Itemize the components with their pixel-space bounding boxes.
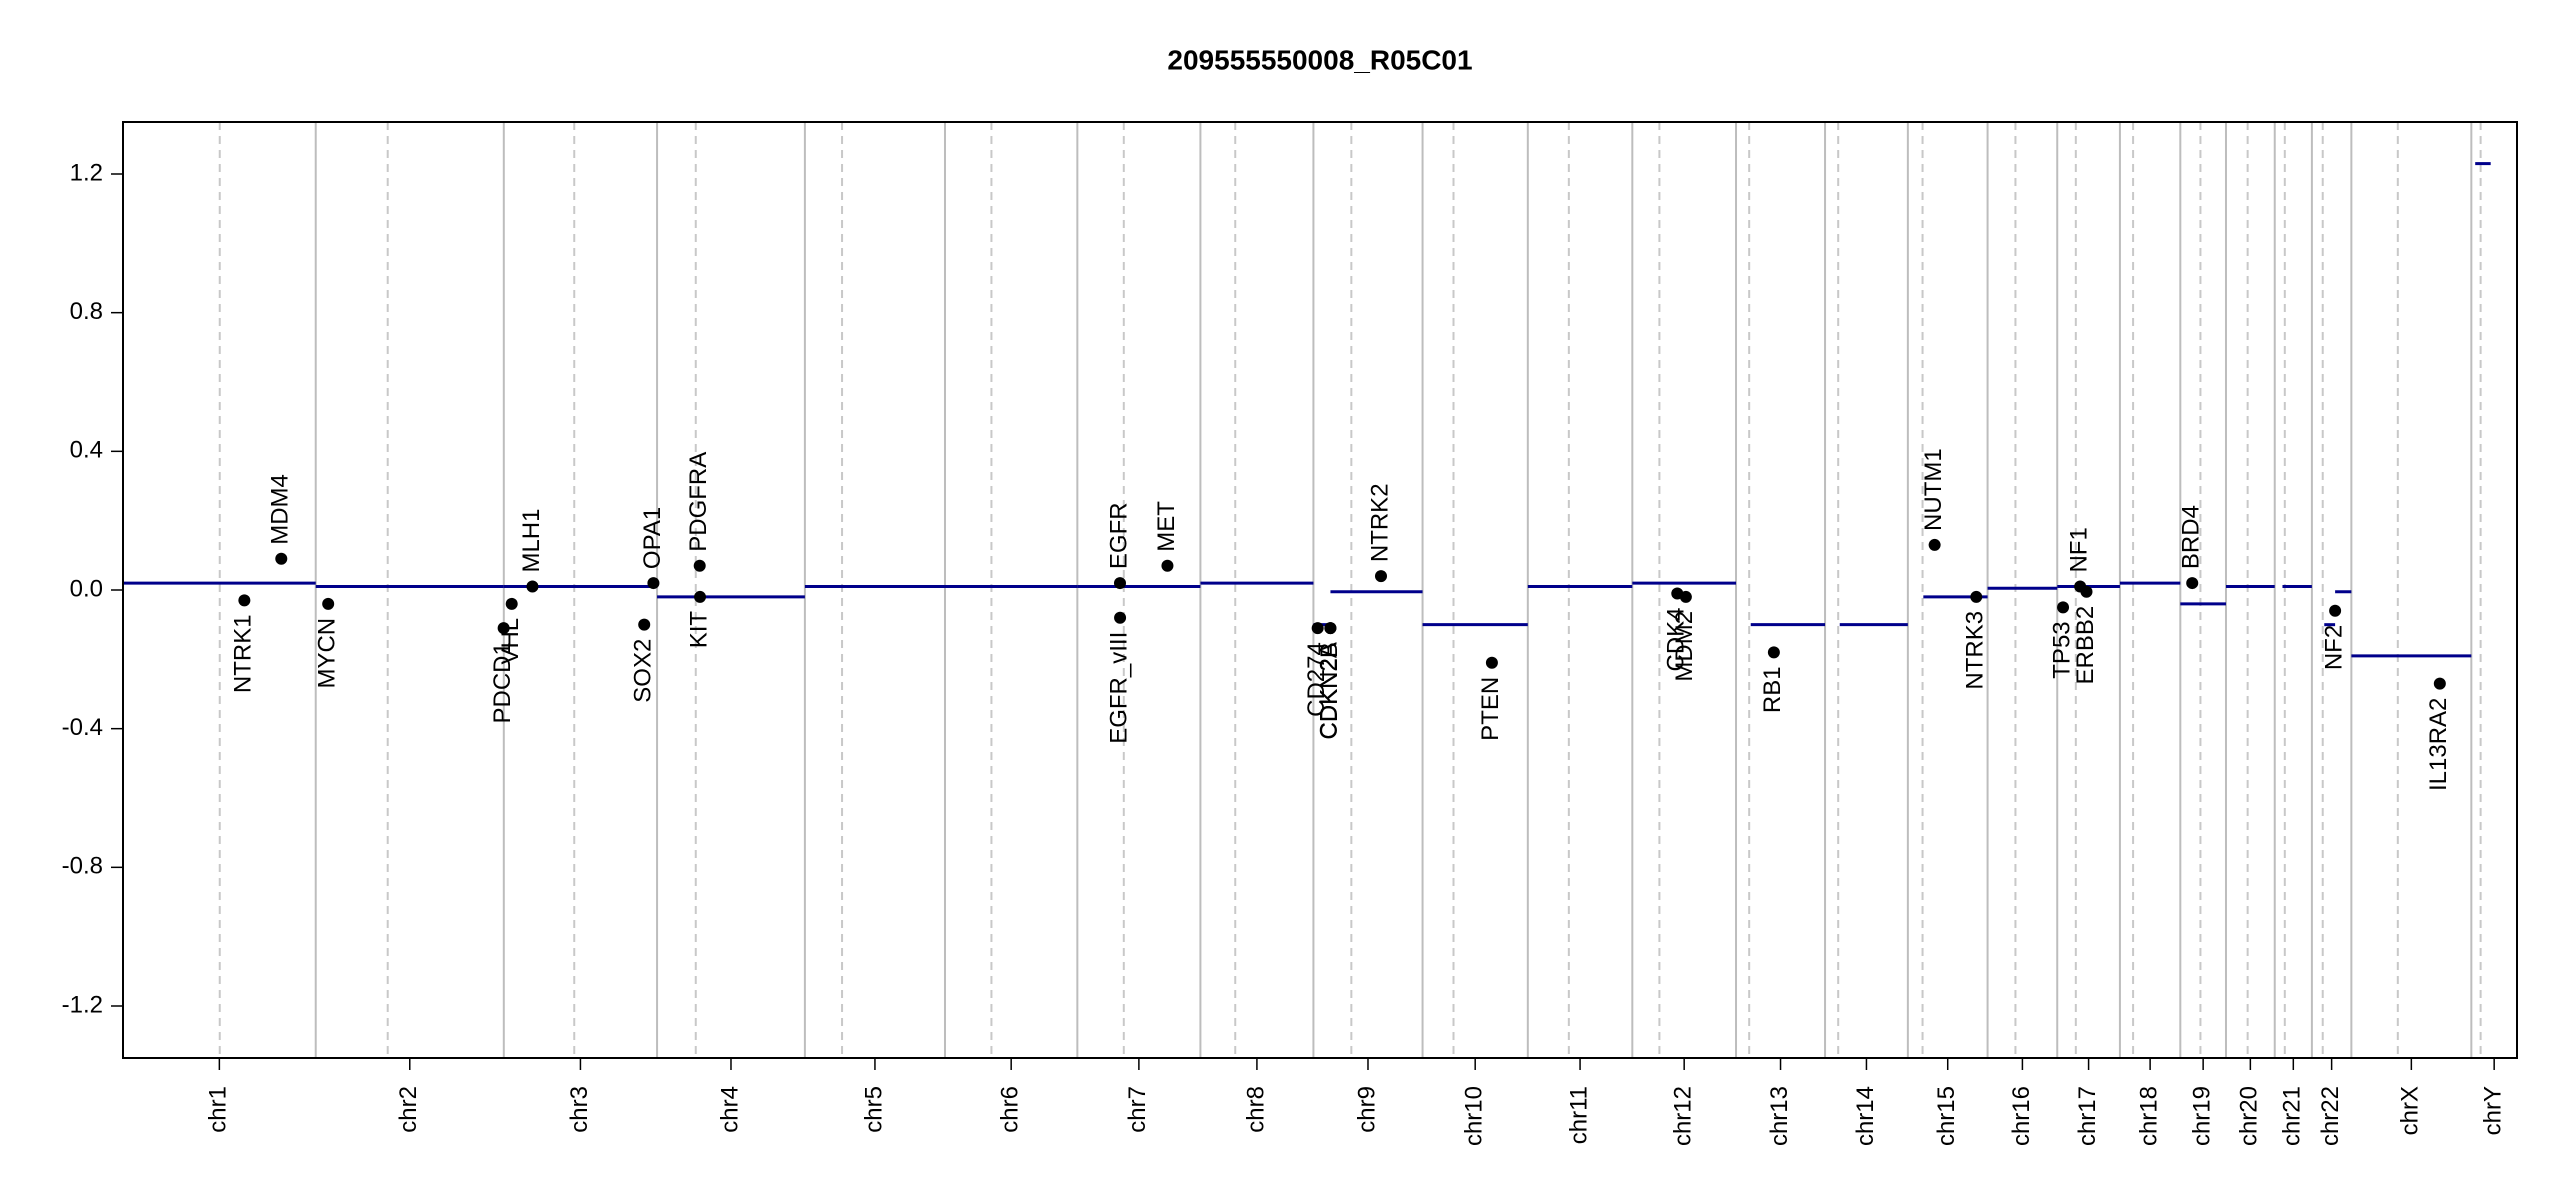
y-tick-label: 0.8 — [70, 298, 103, 325]
gene-point — [694, 590, 707, 603]
x-tick-label: chr19 — [2188, 1086, 2215, 1146]
gene-point — [526, 580, 539, 593]
x-tick-label: chr21 — [2279, 1086, 2306, 1146]
gene-label: TP53 — [2048, 621, 2075, 678]
y-tick-label: 0.4 — [70, 437, 103, 464]
x-tick-label: chr16 — [2008, 1086, 2035, 1146]
gene-label: PTEN — [1477, 677, 1504, 741]
gene-label: PDGFRA — [685, 452, 712, 552]
x-tick-label: chr3 — [566, 1086, 593, 1133]
x-tick-label: chr15 — [1933, 1086, 1960, 1146]
gene-point — [638, 618, 651, 631]
gene-label: IL13RA2 — [2425, 698, 2452, 791]
gene-point — [1311, 622, 1324, 635]
gene-point — [1485, 656, 1498, 669]
y-tick-label: 0.0 — [70, 575, 103, 602]
gene-label: NUTM1 — [1920, 448, 1947, 531]
gene-label: VHL — [497, 618, 524, 665]
gene-point — [505, 597, 518, 610]
gene-label: MLH1 — [518, 509, 545, 573]
x-tick-label: chr2 — [395, 1086, 422, 1133]
gene-point — [1374, 570, 1387, 583]
gene-point — [1324, 622, 1337, 635]
x-tick-label: chrY — [2480, 1086, 2507, 1135]
gene-label: NTRK3 — [1962, 611, 1989, 690]
x-tick-label: chr10 — [1461, 1086, 1488, 1146]
gene-label: KIT — [685, 611, 712, 649]
gene-point — [2329, 604, 2342, 617]
gene-point — [1928, 538, 1941, 551]
gene-point — [1679, 590, 1692, 603]
gene-point — [647, 577, 660, 590]
gene-point — [497, 622, 510, 635]
gene-point — [1767, 646, 1780, 659]
x-tick-label: chr9 — [1353, 1086, 1380, 1133]
gene-label: EGFR — [1105, 502, 1132, 569]
x-tick-label: chr8 — [1242, 1086, 1269, 1133]
gene-label: NTRK2 — [1366, 483, 1393, 562]
gene-point — [1161, 559, 1174, 572]
gene-label: EGFR_vIII — [1105, 632, 1132, 744]
x-tick-label: chr11 — [1565, 1086, 1592, 1144]
gene-label: RB1 — [1759, 666, 1786, 713]
x-tick-label: chrX — [2397, 1086, 2424, 1135]
x-tick-label: chr7 — [1124, 1086, 1151, 1133]
x-tick-label: chr6 — [997, 1086, 1024, 1133]
x-tick-label: chr4 — [716, 1086, 743, 1133]
gene-point — [2057, 601, 2070, 614]
gene-label: MDM4 — [267, 474, 294, 545]
chart-title: 209555550008_R05C01 — [1167, 44, 1472, 75]
gene-label: BRD4 — [2178, 505, 2205, 569]
gene-point — [1970, 590, 1983, 603]
gene-label: OPA1 — [639, 507, 666, 569]
x-tick-label: chr12 — [1670, 1086, 1697, 1146]
gene-label: ERBB2 — [2072, 606, 2099, 685]
gene-point — [2080, 585, 2093, 598]
y-tick-label: -0.4 — [62, 714, 103, 741]
y-tick-label: 1.2 — [70, 159, 103, 186]
x-tick-label: chr14 — [1852, 1086, 1879, 1146]
gene-point — [2433, 677, 2446, 690]
gene-label: MDM2 — [1671, 611, 1698, 682]
gene-label: CDKN2A — [1316, 642, 1343, 739]
gene-point — [1113, 577, 1126, 590]
gene-point — [693, 559, 706, 572]
plot-frame — [122, 121, 2518, 1059]
y-tick-label: -0.8 — [62, 853, 103, 880]
gene-point — [322, 597, 335, 610]
gene-label: CDKN2B — [1316, 642, 1343, 739]
gene-label: CDK4 — [1663, 607, 1690, 671]
gene-label: SOX2 — [630, 639, 657, 703]
gene-point — [275, 552, 288, 565]
gene-label: NF1 — [2065, 527, 2092, 572]
y-tick-label: -1.2 — [62, 991, 103, 1018]
gene-point — [2186, 577, 2199, 590]
gene-label: CD274 — [1303, 642, 1330, 717]
x-tick-label: chr22 — [2317, 1086, 2344, 1146]
gene-label: MYCN — [314, 618, 341, 689]
x-tick-label: chr17 — [2074, 1086, 2101, 1146]
x-tick-label: chr18 — [2135, 1086, 2162, 1146]
gene-label: NTRK1 — [230, 614, 257, 693]
gene-label: NF2 — [2320, 625, 2347, 670]
gene-point — [1114, 611, 1127, 624]
x-tick-label: chr20 — [2236, 1086, 2263, 1146]
x-tick-label: chr5 — [860, 1086, 887, 1133]
gene-label: PDCD1 — [489, 642, 516, 723]
x-tick-label: chr13 — [1766, 1086, 1793, 1146]
gene-point — [238, 594, 251, 607]
gene-label: MET — [1153, 501, 1180, 552]
x-tick-label: chr1 — [205, 1086, 232, 1133]
